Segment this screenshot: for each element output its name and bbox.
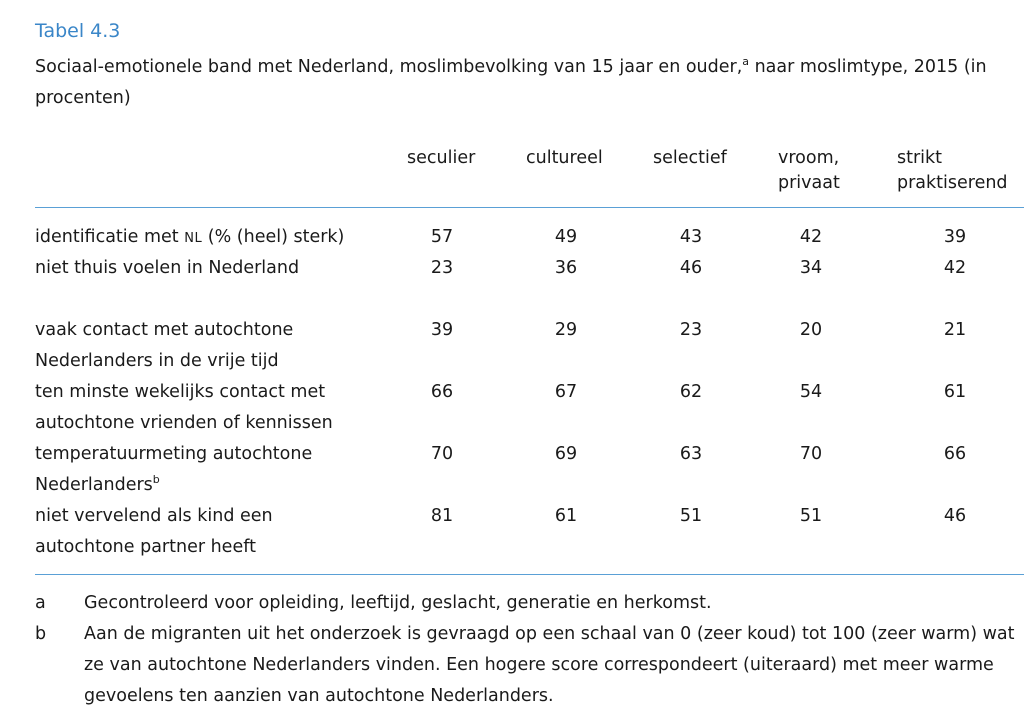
cell-wekelijks-seculier: 66	[430, 382, 454, 402]
cell-niet-thuis-vroom: 34	[799, 258, 823, 278]
row-label-vaak-contact: vaak contact met autochtone Nederlanders…	[35, 320, 294, 371]
footnote-text-a: Gecontroleerd voor opleiding, leeftijd, …	[84, 593, 712, 613]
col-header-vroom-privaat: vroom, privaat	[778, 148, 840, 193]
cell-identificatie-seculier: 57	[430, 227, 454, 247]
cell-vaak-contact-seculier: 39	[430, 320, 454, 340]
cell-wekelijks-cultureel: 67	[554, 382, 578, 402]
footnote-text-b: Aan de migranten uit het onderzoek is ge…	[84, 624, 1015, 706]
table-caption: Sociaal-emotionele band met Nederland, m…	[35, 55, 987, 108]
cell-vaak-contact-cultureel: 29	[554, 320, 578, 340]
cell-identificatie-selectief: 43	[679, 227, 703, 247]
col-header-cultureel: cultureel	[526, 148, 603, 168]
footnote-key-a: a	[35, 593, 46, 613]
col-header-strikt-praktiserend: strikt praktiserend	[897, 148, 1008, 193]
cell-partner-strikt: 46	[943, 506, 967, 526]
cell-wekelijks-selectief: 62	[679, 382, 703, 402]
cell-partner-vroom: 51	[799, 506, 823, 526]
row-label-niet-thuis: niet thuis voelen in Nederland	[35, 258, 300, 278]
cell-identificatie-vroom: 42	[799, 227, 823, 247]
table-label: Tabel 4.3	[35, 20, 121, 42]
cell-vaak-contact-selectief: 23	[679, 320, 703, 340]
cell-temperatuur-vroom: 70	[799, 444, 823, 464]
footer-rule	[35, 574, 1024, 575]
row-label-identificatie: identificatie met NL (% (heel) sterk)	[35, 227, 345, 247]
header-rule	[35, 207, 1024, 208]
row-label-temperatuurmeting: temperatuurmeting autochtone Nederlander…	[35, 444, 313, 495]
cell-wekelijks-strikt: 61	[943, 382, 967, 402]
row-label-wekelijks-contact: ten minste wekelijks contact met autocht…	[35, 382, 333, 433]
cell-partner-seculier: 81	[430, 506, 454, 526]
cell-niet-thuis-strikt: 42	[943, 258, 967, 278]
col-header-selectief: selectief	[653, 148, 727, 168]
cell-identificatie-cultureel: 49	[554, 227, 578, 247]
cell-partner-cultureel: 61	[554, 506, 578, 526]
row-label-partner: niet vervelend als kind een autochtone p…	[35, 506, 273, 557]
cell-wekelijks-vroom: 54	[799, 382, 823, 402]
cell-temperatuur-strikt: 66	[943, 444, 967, 464]
cell-niet-thuis-cultureel: 36	[554, 258, 578, 278]
row-footnote-marker: b	[152, 473, 160, 486]
caption-footnote-marker: a	[742, 55, 750, 68]
col-header-seculier: seculier	[407, 148, 476, 168]
cell-temperatuur-cultureel: 69	[554, 444, 578, 464]
footnote-key-b: b	[35, 624, 47, 644]
cell-niet-thuis-selectief: 46	[679, 258, 703, 278]
cell-partner-selectief: 51	[679, 506, 703, 526]
cell-vaak-contact-vroom: 20	[799, 320, 823, 340]
cell-niet-thuis-seculier: 23	[430, 258, 454, 278]
cell-vaak-contact-strikt: 21	[943, 320, 967, 340]
cell-temperatuur-seculier: 70	[430, 444, 454, 464]
cell-identificatie-strikt: 39	[943, 227, 967, 247]
cell-temperatuur-selectief: 63	[679, 444, 703, 464]
